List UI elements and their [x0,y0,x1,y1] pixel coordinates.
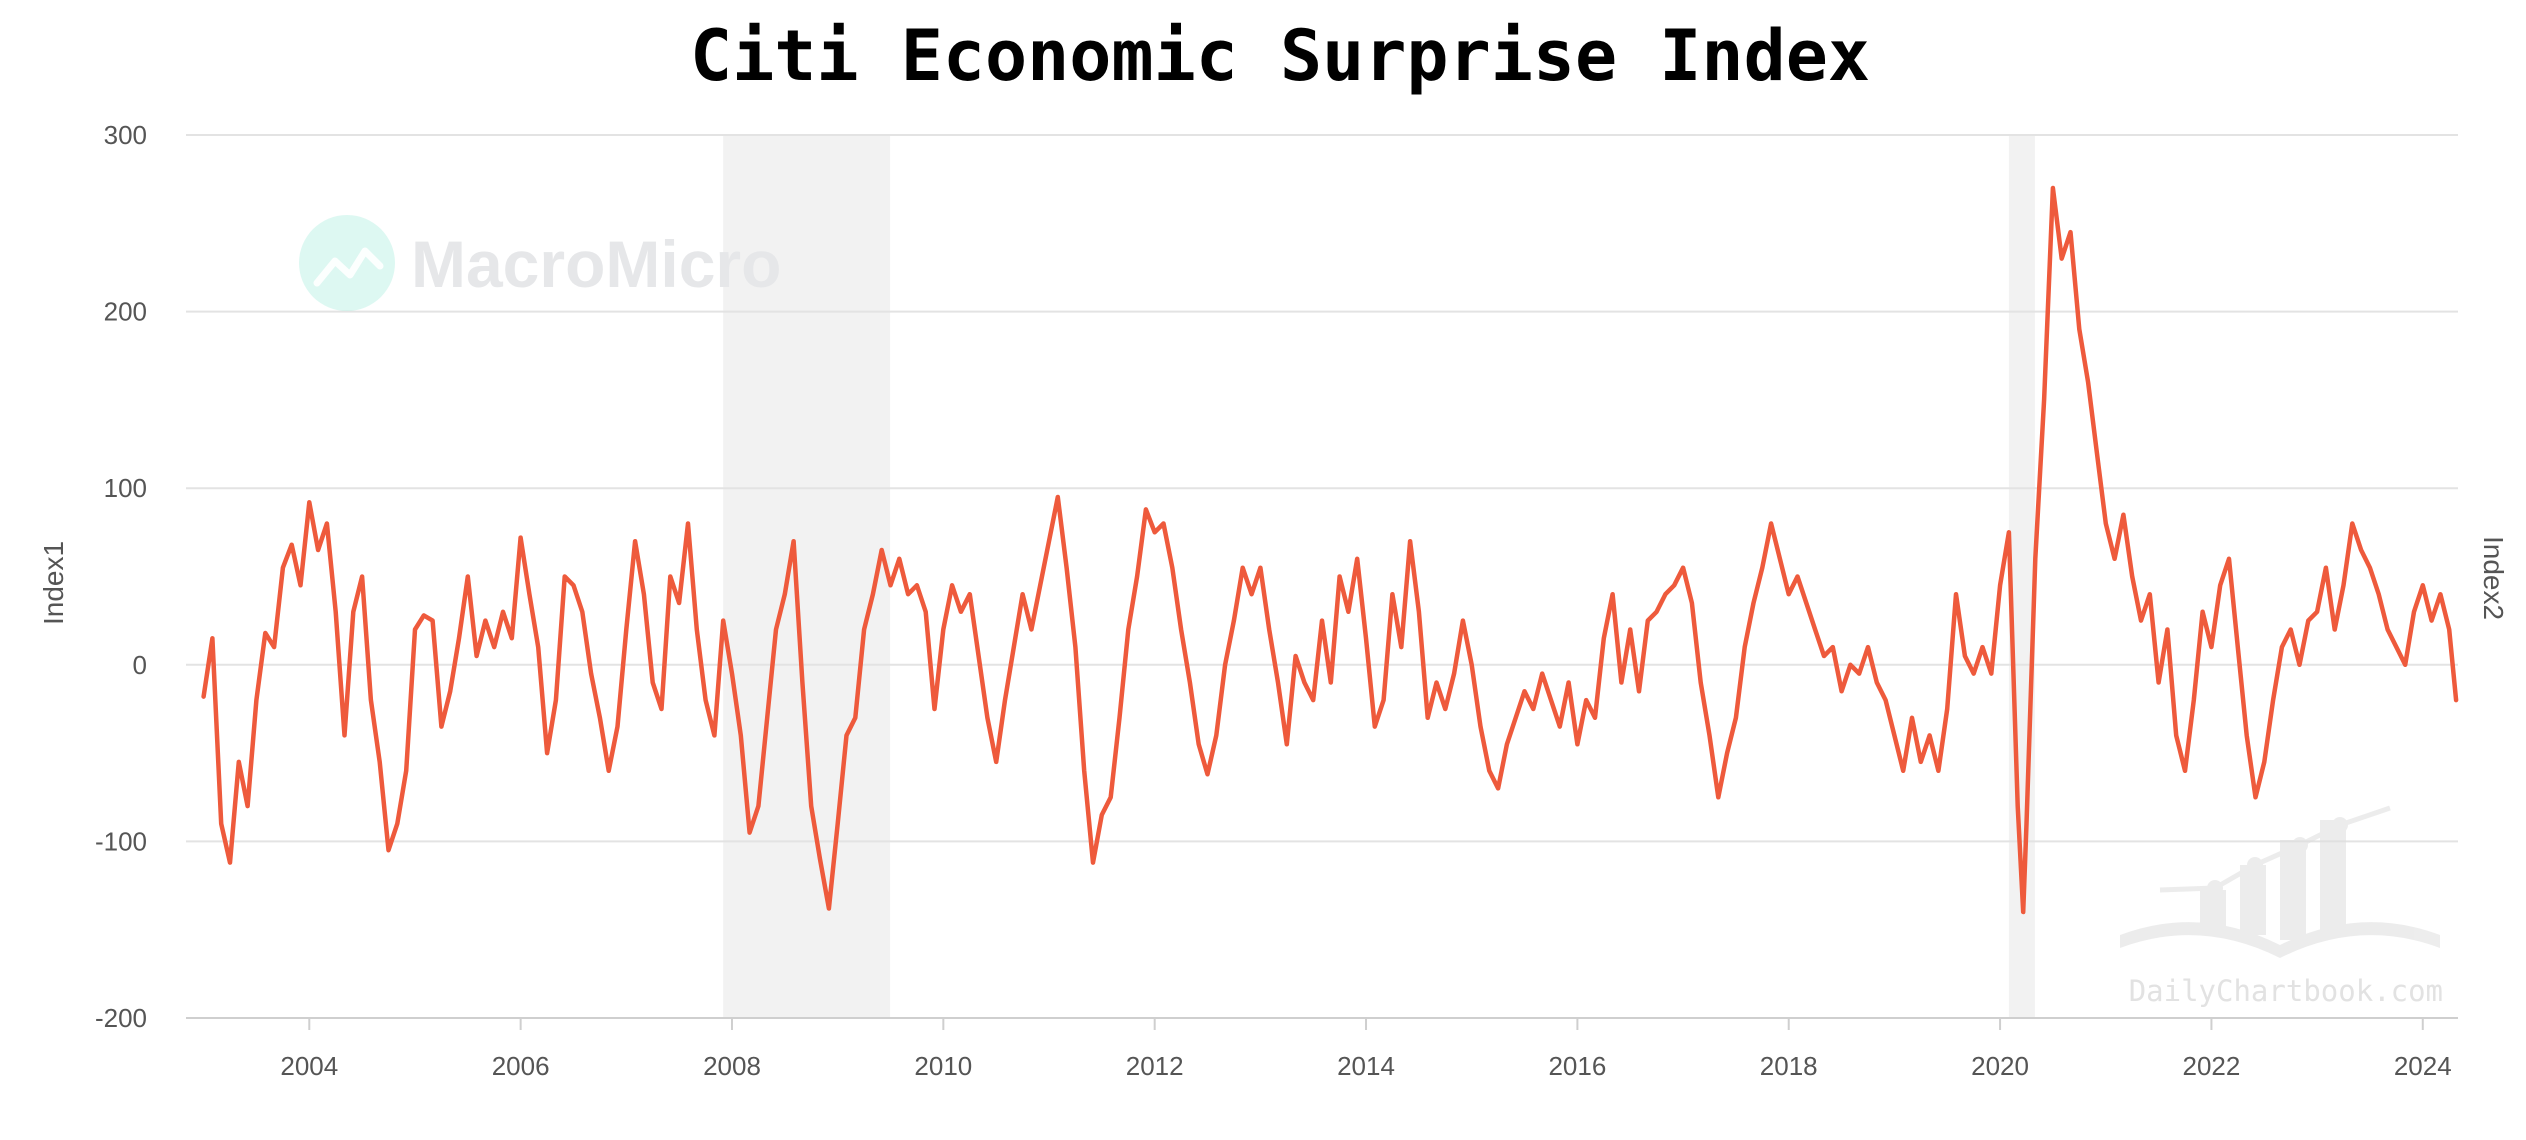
y-axis-ticks: 300 200 100 0 -100 -200 [95,120,147,1033]
y-axis-label-left: Index1 [38,541,69,625]
y-tick-label--200: -200 [95,1003,147,1033]
macromicro-watermark: MacroMicro [299,215,781,311]
x-tick-label-2020: 2020 [1971,1051,2029,1081]
x-tick-label-2012: 2012 [1126,1051,1184,1081]
macromicro-wordmark: MacroMicro [411,227,781,301]
y-axis-label-right: Index2 [2478,536,2509,620]
y-tick-label-100: 100 [104,473,147,503]
y-tick-label-300: 300 [104,120,147,150]
x-axis-ticks: 2004 2006 2008 2010 2012 2014 2016 2018 2020 2022… [280,1018,2452,1081]
x-tick-label-2010: 2010 [914,1051,972,1081]
x-tick-label-2006: 2006 [492,1051,550,1081]
x-tick-label-2018: 2018 [1760,1051,1818,1081]
chart-title: Citi Economic Surprise Index [690,15,1870,97]
macromicro-logo-icon [299,215,395,311]
y-tick-label--100: -100 [95,826,147,856]
y-tick-label-0: 0 [133,650,147,680]
x-tick-label-2004: 2004 [280,1051,338,1081]
dailychartbook-text: DailyChartbook.com [2129,974,2443,1008]
recession-band-1 [723,135,891,1018]
x-tick-label-2008: 2008 [703,1051,761,1081]
recession-bands [723,135,2035,1018]
x-tick-label-2016: 2016 [1548,1051,1606,1081]
dailychartbook-watermark: DailyChartbook.com [2120,805,2443,1008]
x-tick-label-2022: 2022 [2183,1051,2241,1081]
y-tick-label-200: 200 [104,297,147,327]
x-tick-label-2014: 2014 [1337,1051,1395,1081]
series-line [201,185,2459,915]
x-tick-label-2024: 2024 [2394,1051,2452,1081]
book-chart-icon [2120,805,2440,958]
